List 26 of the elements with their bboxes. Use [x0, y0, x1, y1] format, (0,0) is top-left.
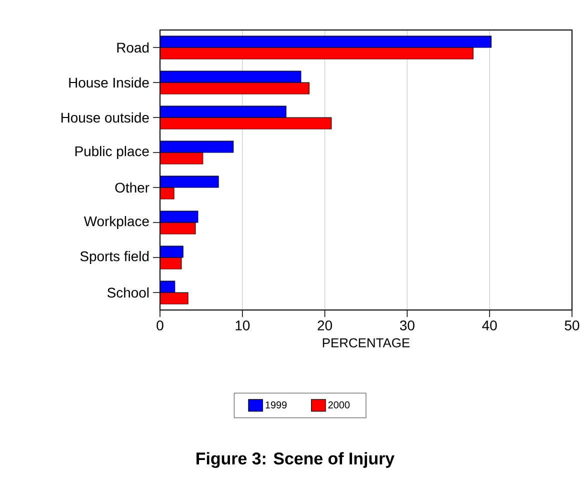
- bar: [160, 117, 332, 130]
- legend-label: 1999: [266, 401, 287, 408]
- y-tick-label: Sports field: [80, 251, 149, 264]
- legend-label: 2000: [328, 401, 350, 408]
- text: Figure 3: Scene of Injury: [196, 452, 395, 468]
- y-tick-label: Public place: [75, 146, 149, 159]
- bar: [160, 36, 492, 48]
- x-tick-label: 20: [318, 320, 332, 330]
- x-tick-label: 0: [156, 320, 164, 330]
- bar: [160, 140, 234, 153]
- y-tick-label: Workplace: [84, 216, 149, 229]
- x-tick-label: 10: [236, 320, 250, 330]
- x-tick-label: 50: [564, 320, 580, 330]
- bar: [160, 47, 474, 60]
- x-axis-title: PERCENTAGE: [322, 338, 410, 348]
- bar: [160, 82, 310, 94]
- bar: [160, 176, 219, 188]
- y-tick-label: House Inside: [69, 77, 149, 88]
- y-tick-label: Other: [115, 182, 150, 193]
- y-tick-label: Road: [117, 42, 149, 53]
- y-tick-label: House outside: [61, 112, 149, 123]
- bar: [160, 106, 286, 118]
- y-tick-label: School: [107, 287, 149, 298]
- x-tick-label: 40: [482, 320, 497, 330]
- bar: [160, 70, 302, 83]
- x-tick-label: 30: [400, 320, 414, 330]
